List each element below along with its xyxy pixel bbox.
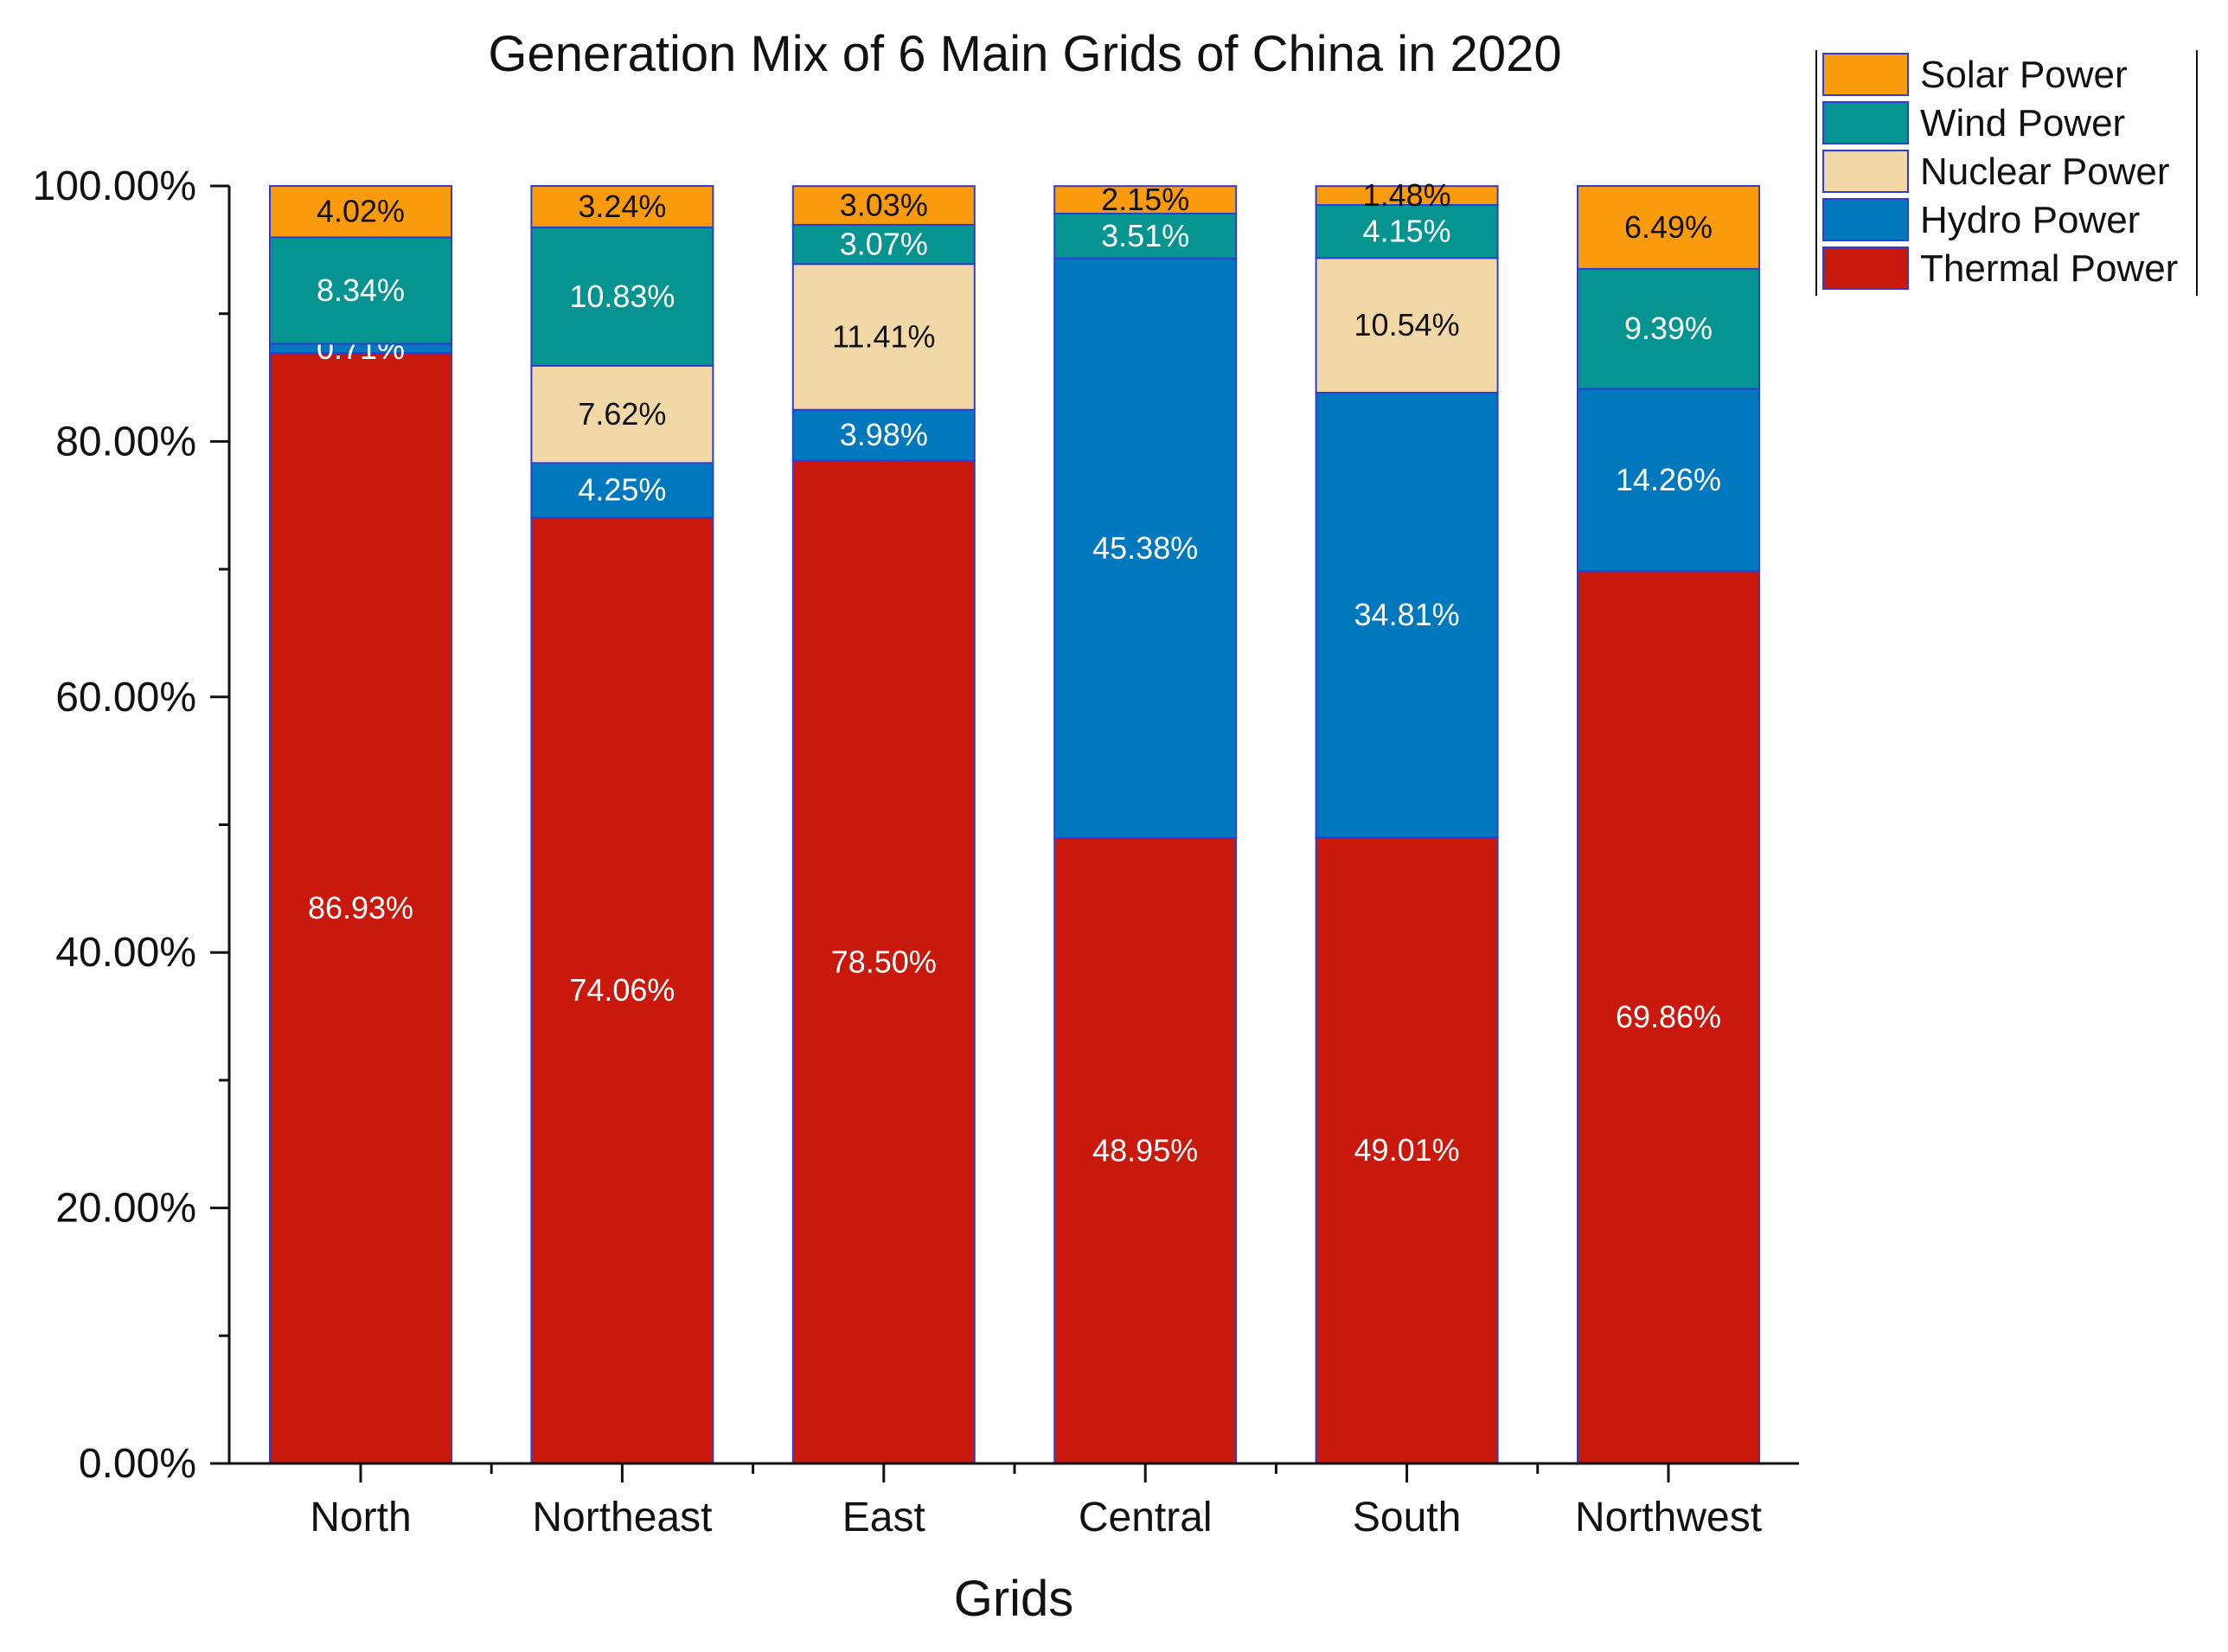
- data-label-south-nuclear-power: 10.54%: [1354, 307, 1460, 343]
- x-tick-label-north: North: [310, 1495, 411, 1540]
- data-label-northwest-hydro-power: 14.26%: [1616, 462, 1721, 497]
- bar-north-thermal-power: [269, 352, 452, 1464]
- legend-label-wind-power: Wind Power: [1920, 102, 2125, 144]
- x-tick-label-northeast: Northeast: [532, 1495, 712, 1540]
- x-tick-label-northwest: Northwest: [1575, 1495, 1762, 1540]
- bar-northwest-solar-power: [1577, 185, 1760, 270]
- bar-south-solar-power: [1315, 185, 1499, 207]
- bar-northeast-wind-power: [530, 226, 714, 367]
- y-tick-label: 60.00%: [55, 675, 196, 720]
- plot-area: 86.93%0.71%8.34%4.02%74.06%4.25%7.62%10.…: [269, 177, 1760, 1464]
- data-label-northeast-solar-power: 3.24%: [578, 189, 666, 224]
- x-tick-label-central: Central: [1079, 1495, 1213, 1540]
- y-tick-label: 40.00%: [55, 930, 196, 976]
- data-label-northwest-thermal-power: 69.86%: [1616, 999, 1721, 1034]
- data-label-central-wind-power: 3.51%: [1101, 218, 1189, 253]
- x-tick-label-east: East: [842, 1495, 925, 1540]
- data-label-northeast-thermal-power: 74.06%: [569, 972, 675, 1008]
- bar-northeast-solar-power: [530, 185, 714, 228]
- bar-south-hydro-power: [1315, 391, 1499, 839]
- legend-swatch-solar-power: [1822, 53, 1909, 96]
- y-tick-label: 0.00%: [79, 1441, 196, 1487]
- bar-northeast-nuclear-power: [530, 364, 714, 464]
- legend-swatch-wind-power: [1822, 101, 1909, 144]
- bar-east-thermal-power: [791, 459, 976, 1464]
- legend-swatch-nuclear-power: [1822, 150, 1909, 193]
- x-tick-label-south: South: [1353, 1495, 1461, 1540]
- legend-swatch-thermal-power: [1822, 247, 1909, 290]
- data-label-north-solar-power: 4.02%: [317, 194, 405, 229]
- data-label-east-nuclear-power: 11.41%: [832, 319, 935, 355]
- y-tick-label: 80.00%: [55, 419, 196, 464]
- legend-label-thermal-power: Thermal Power: [1920, 247, 2178, 290]
- bar-east-hydro-power: [791, 408, 976, 462]
- data-label-north-thermal-power: 86.93%: [308, 890, 413, 925]
- bar-central-thermal-power: [1053, 837, 1238, 1464]
- data-label-south-wind-power: 4.15%: [1363, 214, 1451, 249]
- data-label-northeast-wind-power: 10.83%: [569, 279, 675, 314]
- bar-south-wind-power: [1315, 204, 1499, 259]
- data-label-south-solar-power: 1.48%: [1363, 177, 1451, 213]
- bar-northeast-hydro-power: [530, 462, 714, 519]
- data-label-east-solar-power: 3.03%: [840, 188, 928, 223]
- data-label-northeast-nuclear-power: 7.62%: [578, 396, 666, 432]
- data-label-east-thermal-power: 78.50%: [831, 944, 937, 979]
- bar-north-wind-power: [269, 236, 452, 345]
- legend-label-hydro-power: Hydro Power: [1920, 199, 2140, 241]
- y-axis: 0.00% 20.00% 40.00% 60.00% 80.00% 100.00%: [33, 163, 231, 1487]
- data-label-south-hydro-power: 34.81%: [1354, 597, 1460, 632]
- legend-swatch-hydro-power: [1822, 198, 1909, 241]
- legend-label-nuclear-power: Nuclear Power: [1920, 150, 2170, 193]
- data-label-northeast-hydro-power: 4.25%: [578, 472, 666, 508]
- x-axis-title: Grids: [954, 1571, 1074, 1627]
- data-label-south-thermal-power: 49.01%: [1354, 1132, 1460, 1168]
- x-axis: North Northeast East Central South Northwest: [229, 1462, 1799, 1540]
- bar-central-hydro-power: [1053, 257, 1238, 840]
- legend-label-solar-power: Solar Power: [1920, 54, 2128, 96]
- data-label-northwest-wind-power: 9.39%: [1624, 311, 1713, 346]
- data-label-east-wind-power: 3.07%: [840, 227, 928, 262]
- bar-south-thermal-power: [1315, 836, 1499, 1464]
- data-label-north-wind-power: 8.34%: [317, 272, 405, 308]
- bar-east-nuclear-power: [791, 263, 976, 411]
- bar-east-solar-power: [791, 185, 976, 226]
- bar-central-wind-power: [1053, 212, 1238, 259]
- data-label-central-solar-power: 2.15%: [1101, 182, 1189, 217]
- y-tick-label: 100.00%: [33, 163, 197, 209]
- y-tick-label: 20.00%: [55, 1186, 196, 1232]
- bar-northwest-wind-power: [1577, 267, 1760, 390]
- data-label-central-thermal-power: 48.95%: [1092, 1133, 1198, 1169]
- bar-north-solar-power: [269, 185, 452, 239]
- data-label-northwest-solar-power: 6.49%: [1624, 209, 1713, 245]
- bar-northwest-hydro-power: [1577, 387, 1760, 573]
- legend: Solar Power Wind Power Nuclear Power Hydro …: [1815, 50, 2198, 296]
- bar-south-nuclear-power: [1315, 257, 1499, 394]
- data-label-central-hydro-power: 45.38%: [1092, 530, 1198, 566]
- chart-title: Generation Mix of 6 Main Grids of China …: [488, 26, 1561, 82]
- bar-central-solar-power: [1053, 185, 1238, 215]
- data-label-east-hydro-power: 3.98%: [840, 417, 928, 452]
